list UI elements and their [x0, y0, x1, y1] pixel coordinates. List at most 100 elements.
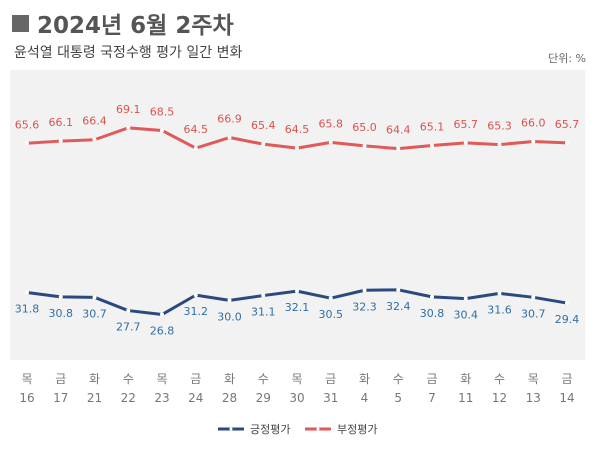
data-point: [531, 139, 536, 144]
x-tick-date: 24: [188, 391, 203, 405]
x-tick-date: 16: [19, 391, 34, 405]
data-label: 65.7: [555, 118, 580, 131]
data-point: [328, 296, 333, 301]
x-tick-date: 12: [492, 391, 507, 405]
x-tick-date: 7: [428, 391, 436, 405]
x-tick-day: 목: [21, 372, 32, 386]
data-label: 65.4: [251, 119, 276, 132]
data-label: 65.3: [487, 120, 512, 133]
legend-label: 부정평가: [337, 423, 377, 436]
chart-title: 2024년 6월 2주차: [12, 6, 234, 40]
data-label: 31.8: [15, 302, 40, 315]
data-point: [396, 146, 401, 151]
data-point: [396, 287, 401, 292]
title-text: 2024년 6월 2주차: [37, 13, 234, 39]
x-tick-day: 수: [393, 372, 404, 386]
x-tick-day: 수: [258, 372, 269, 386]
x-tick-date: 28: [222, 391, 237, 405]
x-tick-date: 30: [289, 391, 304, 405]
x-tick-day: 화: [89, 372, 100, 386]
data-point: [497, 142, 502, 147]
x-tick-date: 21: [87, 391, 102, 405]
x-tick-day: 금: [190, 372, 201, 386]
title-square-icon: [12, 14, 29, 32]
data-point: [227, 135, 232, 140]
data-point: [58, 294, 63, 299]
data-point: [463, 296, 468, 301]
data-label: 69.1: [116, 103, 141, 116]
data-label: 68.5: [150, 105, 175, 118]
data-label: 64.5: [184, 123, 209, 136]
x-tick-day: 금: [426, 372, 437, 386]
plot-area: [10, 70, 585, 360]
x-tick-day: 수: [123, 372, 134, 386]
data-label: 65.0: [352, 121, 377, 134]
data-label: 30.4: [454, 309, 479, 322]
data-point: [227, 298, 232, 303]
data-point: [193, 146, 198, 151]
data-label: 30.7: [521, 307, 546, 320]
data-point: [126, 125, 131, 130]
data-point: [261, 293, 266, 298]
data-point: [531, 295, 536, 300]
x-tick-date: 31: [323, 391, 338, 405]
data-point: [25, 290, 29, 295]
legend-label: 긍정평가: [250, 423, 290, 436]
x-tick-date: 13: [526, 391, 541, 405]
x-tick-day: 금: [325, 372, 336, 386]
data-label: 31.6: [487, 303, 512, 316]
data-label: 26.8: [150, 325, 175, 338]
data-label: 30.0: [217, 310, 242, 323]
x-tick-date: 29: [256, 391, 271, 405]
data-label: 30.5: [319, 308, 344, 321]
data-label: 64.4: [386, 124, 411, 137]
x-tick-day: 목: [291, 372, 302, 386]
data-label: 64.5: [285, 123, 310, 136]
data-point: [126, 308, 131, 313]
data-label: 65.6: [15, 118, 40, 131]
data-point: [362, 143, 367, 148]
data-point: [25, 141, 29, 146]
x-tick-day: 화: [359, 372, 370, 386]
x-tick-date: 14: [559, 391, 574, 405]
data-point: [565, 140, 569, 145]
data-label: 30.7: [82, 307, 107, 320]
x-tick-date: 4: [361, 391, 369, 405]
data-label: 32.1: [285, 301, 310, 314]
data-label: 66.9: [217, 113, 242, 126]
data-point: [430, 294, 434, 299]
data-point: [92, 137, 97, 142]
legend-dot: [316, 427, 320, 431]
data-label: 65.8: [319, 117, 344, 130]
data-label: 66.4: [82, 115, 107, 128]
data-label: 27.7: [116, 321, 141, 334]
data-point: [160, 312, 164, 317]
x-tick-day: 목: [528, 372, 539, 386]
data-point: [92, 295, 97, 300]
data-label: 31.2: [184, 305, 209, 318]
x-tick-date: 22: [121, 391, 136, 405]
data-point: [295, 146, 299, 151]
data-point: [261, 142, 266, 147]
data-point: [193, 293, 198, 298]
chart-subtitle: 윤석열 대통령 국정수행 평가 일간 변화: [14, 45, 243, 61]
data-point: [362, 288, 367, 293]
data-point: [430, 143, 434, 148]
data-label: 66.1: [49, 116, 74, 129]
data-point: [463, 140, 468, 145]
data-label: 29.4: [555, 313, 580, 326]
x-tick-day: 금: [561, 372, 572, 386]
data-label: 66.0: [521, 117, 546, 130]
x-tick-date: 11: [458, 391, 473, 405]
x-tick-date: 23: [154, 391, 169, 405]
x-tick-day: 목: [156, 372, 167, 386]
data-point: [160, 128, 164, 133]
x-tick-day: 금: [55, 372, 66, 386]
data-point: [58, 139, 63, 144]
x-tick-day: 화: [460, 372, 471, 386]
data-point: [328, 140, 333, 145]
data-label: 30.8: [420, 307, 445, 320]
data-point: [295, 289, 299, 294]
